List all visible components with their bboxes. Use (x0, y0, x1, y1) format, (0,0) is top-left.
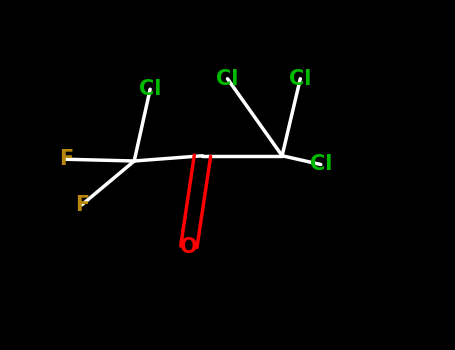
Text: O: O (180, 237, 197, 257)
Text: Cl: Cl (216, 69, 239, 89)
Text: Cl: Cl (139, 79, 162, 99)
Text: Cl: Cl (289, 69, 312, 89)
Text: F: F (75, 195, 89, 215)
Text: Cl: Cl (309, 154, 332, 175)
Text: F: F (59, 149, 73, 169)
